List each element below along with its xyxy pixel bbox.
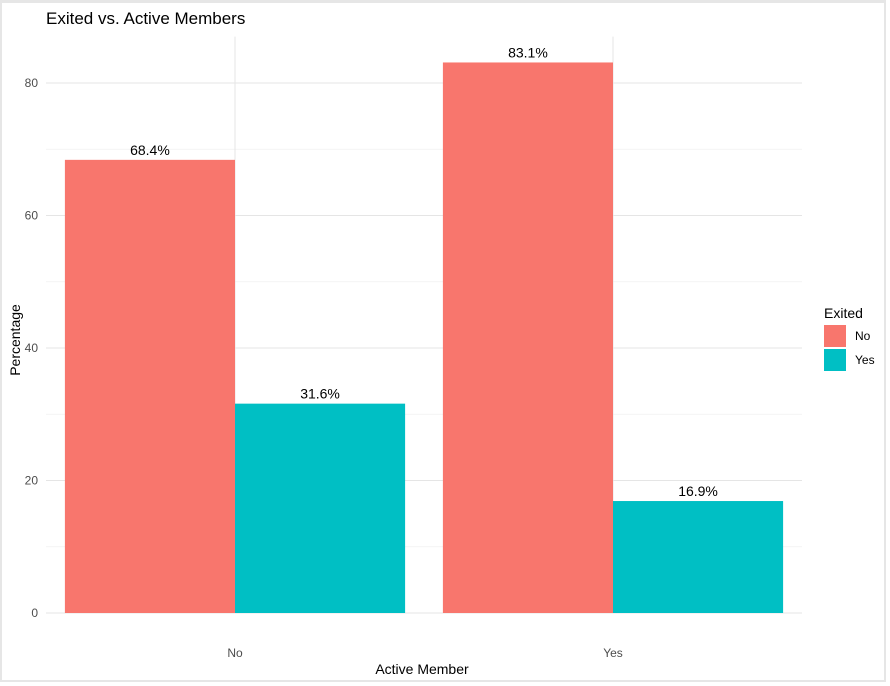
legend: Exited No Yes [824,305,875,371]
bar-no-yes [442,62,613,613]
y-tick-label: 0 [31,606,38,620]
y-tick-label: 80 [25,76,39,90]
x-tick-label: No [227,646,243,660]
legend-items: No Yes [824,325,875,371]
bar-value-label: 83.1% [508,44,548,60]
bar-yes-no [235,403,406,613]
x-tick-label: Yes [603,646,623,660]
y-tick-label: 60 [25,209,39,223]
legend-title: Exited [824,305,863,321]
x-axis-ticks: No Yes [227,646,622,660]
legend-label: Yes [855,353,875,367]
x-axis-title: Active Member [375,661,469,677]
y-tick-label: 20 [25,474,39,488]
y-axis-title: Percentage [7,304,23,376]
y-tick-label: 40 [25,341,39,355]
bar-no-no [64,159,236,613]
y-axis-ticks: 0 20 40 60 80 [25,76,39,620]
bar-value-label: 68.4% [130,142,170,158]
legend-swatch-no [824,325,846,347]
bar-labels: 68.4% 83.1% 31.6% 16.9% [130,44,718,499]
legend-swatch-yes [824,349,846,371]
chart-title: Exited vs. Active Members [46,9,245,28]
bar-value-label: 16.9% [678,483,718,499]
bar-chart: 68.4% 83.1% 31.6% 16.9% 0 20 40 60 80 No Yes Exi… [7,9,875,677]
bar-value-label: 31.6% [300,386,340,402]
bar-yes-yes [613,501,784,613]
bars [64,62,784,613]
legend-label: No [855,329,871,343]
